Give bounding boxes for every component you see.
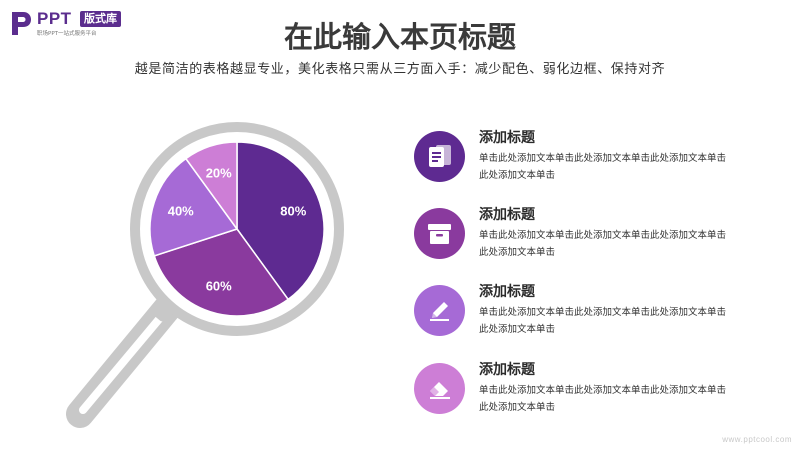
- feature-icon-circle: [414, 208, 465, 259]
- pie-slice-label: 80%: [280, 204, 306, 219]
- feature-item: 添加标题单击此处添加文本单击此处添加文本单击此处添加文本单击此处添加文本单击: [414, 207, 754, 268]
- brand-tagline: 职场PPT一站式服务平台: [37, 31, 97, 37]
- feature-icon-circle: [414, 285, 465, 336]
- feature-icon-circle: [414, 131, 465, 182]
- pie-slice: [153, 228, 290, 317]
- pie-slice: [149, 157, 239, 257]
- brand-name: PPT: [37, 9, 72, 28]
- pie-slice-label: 20%: [206, 166, 232, 181]
- feature-title: 添加标题: [479, 130, 535, 146]
- pie-slice-label: 40%: [168, 204, 194, 219]
- eraser-icon: [430, 382, 450, 399]
- page-subtitle: 越是简洁的表格越显专业，美化表格只需从三方面入手：减少配色、弱化边框、保持对齐: [134, 62, 666, 77]
- pie-slice-label: 60%: [206, 278, 232, 293]
- watermark: www.pptcool.com: [722, 435, 792, 444]
- feature-text: 单击此处添加文本单击此处添加文本单击此处添加文本单击此处添加文本单击: [479, 385, 727, 413]
- page-title: 在此输入本页标题: [283, 20, 516, 54]
- feature-item: 添加标题单击此处添加文本单击此处添加文本单击此处添加文本单击此处添加文本单击: [414, 362, 754, 423]
- brand-logo-mark-icon: [12, 12, 31, 35]
- notes-icon: [429, 145, 451, 167]
- feature-item: 添加标题单击此处添加文本单击此处添加文本单击此处添加文本单击此处添加文本单击: [414, 130, 754, 191]
- feature-text: 单击此处添加文本单击此处添加文本单击此处添加文本单击此处添加文本单击: [479, 307, 727, 335]
- feature-title: 添加标题: [479, 284, 535, 300]
- feature-text: 单击此处添加文本单击此处添加文本单击此处添加文本单击此处添加文本单击: [479, 230, 727, 258]
- feature-title: 添加标题: [479, 362, 535, 378]
- magnifier-handle-inner: [79, 314, 164, 414]
- archive-box-icon: [428, 224, 451, 244]
- pie-chart: 80% 60% 40% 20%: [149, 141, 325, 317]
- pie-slice: [236, 141, 325, 301]
- feature-text: 单击此处添加文本单击此处添加文本单击此处添加文本单击此处添加文本单击: [479, 153, 727, 181]
- brand-logo: PPT 版式库 职场PPT一站式服务平台: [10, 9, 160, 39]
- brand-badge: 版式库: [80, 11, 121, 27]
- pencil-icon: [430, 302, 449, 321]
- pie-slice: [184, 141, 238, 232]
- feature-item: 添加标题单击此处添加文本单击此处添加文本单击此处添加文本单击此处添加文本单击: [414, 284, 754, 345]
- feature-title: 添加标题: [479, 207, 535, 223]
- feature-icon-circle: [414, 363, 465, 414]
